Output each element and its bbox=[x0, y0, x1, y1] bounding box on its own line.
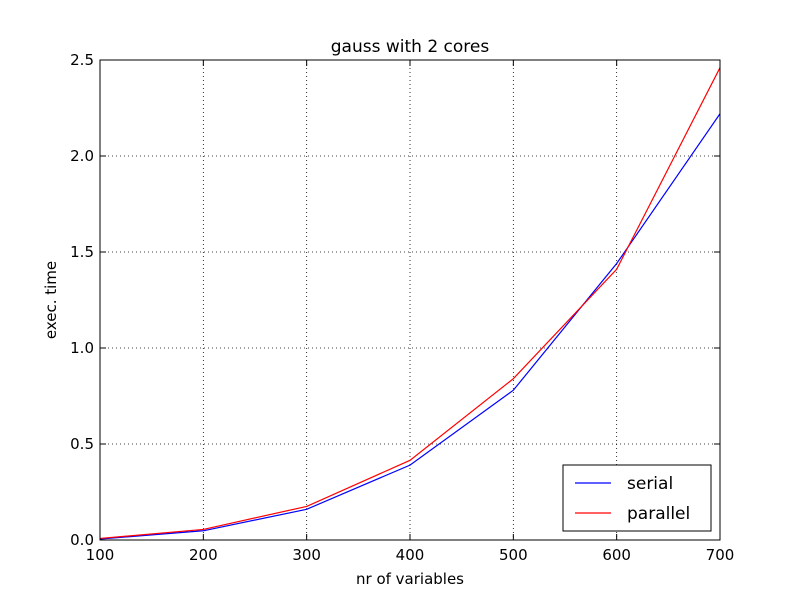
series-line-serial bbox=[99, 113, 721, 540]
series-line-parallel bbox=[99, 67, 721, 540]
x-tick-label: 100 bbox=[86, 546, 115, 564]
x-axis-label: nr of variables bbox=[356, 570, 464, 588]
x-tick-label: 500 bbox=[499, 546, 528, 564]
legend-label-parallel: parallel bbox=[627, 504, 690, 524]
y-tick-label: 2.5 bbox=[70, 51, 94, 69]
legend: serial parallel bbox=[562, 464, 712, 532]
series-layer bbox=[99, 67, 721, 540]
y-axis-label: exec. time bbox=[42, 261, 60, 339]
legend-box bbox=[562, 464, 712, 532]
y-tick-label: 2.0 bbox=[70, 147, 94, 165]
x-tick-label: 300 bbox=[292, 546, 321, 564]
chart-title: gauss with 2 cores bbox=[331, 37, 490, 57]
y-tick-label: 1.0 bbox=[70, 339, 94, 357]
x-tick-label: 600 bbox=[602, 546, 631, 564]
x-tick-label: 200 bbox=[189, 546, 218, 564]
y-tick-label: 0.0 bbox=[70, 531, 94, 549]
y-tick-label: 0.5 bbox=[70, 435, 94, 453]
axis-ticks: 100 200 300 400 500 600 700 0.0 0.5 1.0 1.5 2.0 2.5 bbox=[70, 51, 734, 564]
legend-label-serial: serial bbox=[627, 474, 673, 494]
y-tick-label: 1.5 bbox=[70, 243, 94, 261]
x-tick-label: 400 bbox=[396, 546, 425, 564]
x-tick-label: 700 bbox=[706, 546, 735, 564]
